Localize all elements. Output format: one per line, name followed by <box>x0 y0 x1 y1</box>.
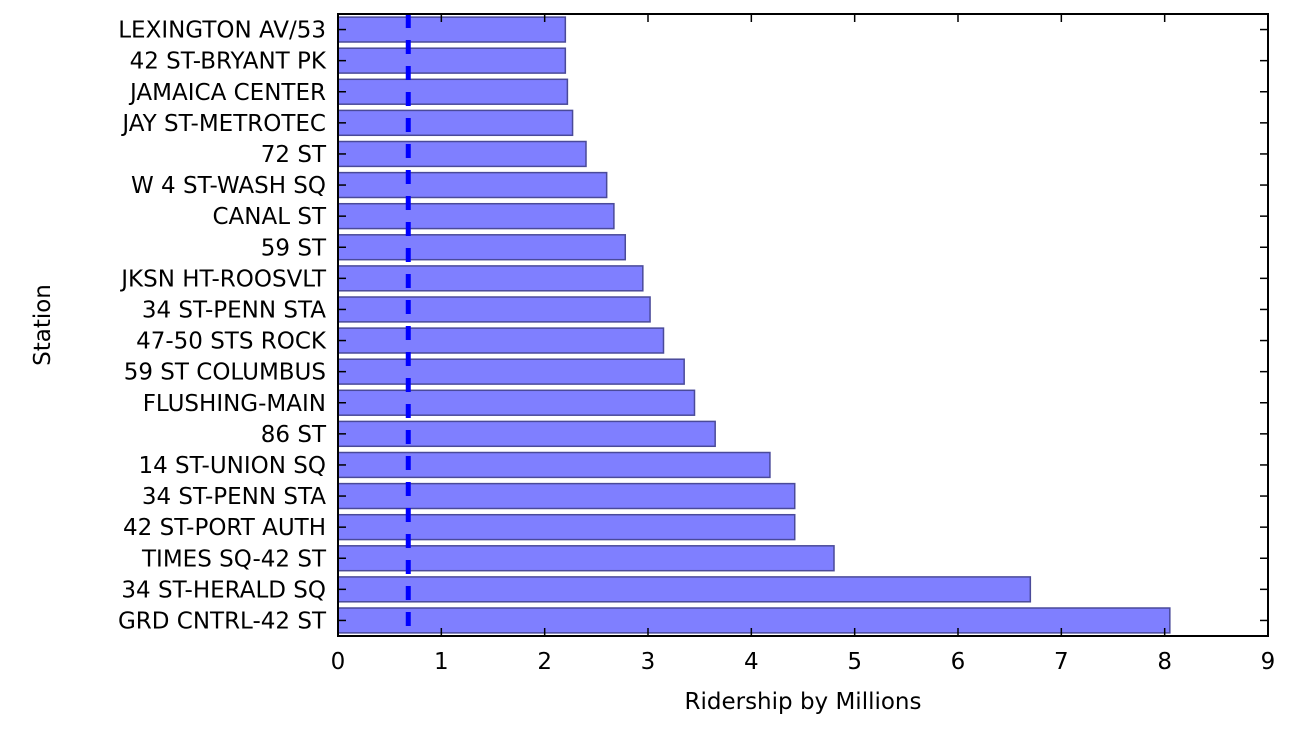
y-tick-label: GRD CNTRL-42 ST <box>118 608 327 634</box>
y-tick-label: 72 ST <box>261 142 327 168</box>
bar <box>337 78 569 105</box>
bar <box>337 171 608 199</box>
y-tick-label: 59 ST <box>261 235 327 261</box>
bars-group <box>337 16 1171 634</box>
y-tick-label: 86 ST <box>261 422 327 448</box>
y-tick-label: LEXINGTON AV/53 <box>118 18 326 44</box>
x-axis-label: Ridership by Millions <box>685 689 922 715</box>
y-tick-label: 34 ST-PENN STA <box>142 484 326 510</box>
y-tick-label: 42 ST-BRYANT PK <box>130 49 327 75</box>
y-tick-label: 34 ST-PENN STA <box>142 297 326 323</box>
y-tick-label: 59 ST COLUMBUS <box>124 360 326 386</box>
x-tick-label: 9 <box>1261 649 1276 675</box>
y-tick-label: CANAL ST <box>212 204 326 230</box>
x-tick-label: 7 <box>1054 649 1069 675</box>
bar <box>337 545 835 572</box>
x-tick-label: 6 <box>951 649 966 675</box>
bar <box>337 202 615 230</box>
bar <box>337 16 567 43</box>
x-tick-label: 2 <box>537 649 552 675</box>
x-tick-label: 8 <box>1157 649 1172 675</box>
ticks-group <box>337 14 1269 636</box>
x-tick-label: 4 <box>744 649 759 675</box>
tick-labels-group: GRD CNTRL-42 ST 34 ST-HERALD SQ TIMES SQ-4… <box>118 18 1275 675</box>
x-tick-label: 5 <box>847 649 862 675</box>
y-tick-label: JAMAICA CENTER <box>128 80 326 106</box>
y-tick-label: TIMES SQ-42 ST <box>141 546 327 572</box>
plot-frame <box>337 13 1269 637</box>
y-tick-label: JKSN HT-ROOSVLT <box>119 266 327 292</box>
bar <box>337 327 665 354</box>
bar <box>337 265 644 292</box>
y-tick-label: W 4 ST-WASH SQ <box>131 173 326 199</box>
bar <box>337 451 771 479</box>
bar <box>337 358 685 385</box>
y-axis-label: Station <box>30 284 56 366</box>
y-tick-label: JAY ST-METROTEC <box>120 111 326 137</box>
bar <box>337 607 1171 634</box>
bar <box>337 420 716 448</box>
bar <box>337 389 696 416</box>
bar <box>337 109 574 137</box>
y-tick-label: 34 ST-HERALD SQ <box>121 577 326 603</box>
bar <box>337 234 627 261</box>
x-tick-label: 3 <box>641 649 656 675</box>
y-tick-label: 14 ST-UNION SQ <box>138 453 326 479</box>
y-tick-label: 47-50 STS ROCK <box>136 329 327 355</box>
bar <box>337 482 796 510</box>
bar <box>337 47 567 74</box>
y-tick-label: 42 ST-PORT AUTH <box>123 515 326 541</box>
x-tick-label: 0 <box>331 649 346 675</box>
bar <box>337 140 587 168</box>
bar <box>337 576 1032 603</box>
y-tick-label: FLUSHING-MAIN <box>143 391 326 417</box>
bar <box>337 296 651 323</box>
x-tick-label: 1 <box>434 649 449 675</box>
